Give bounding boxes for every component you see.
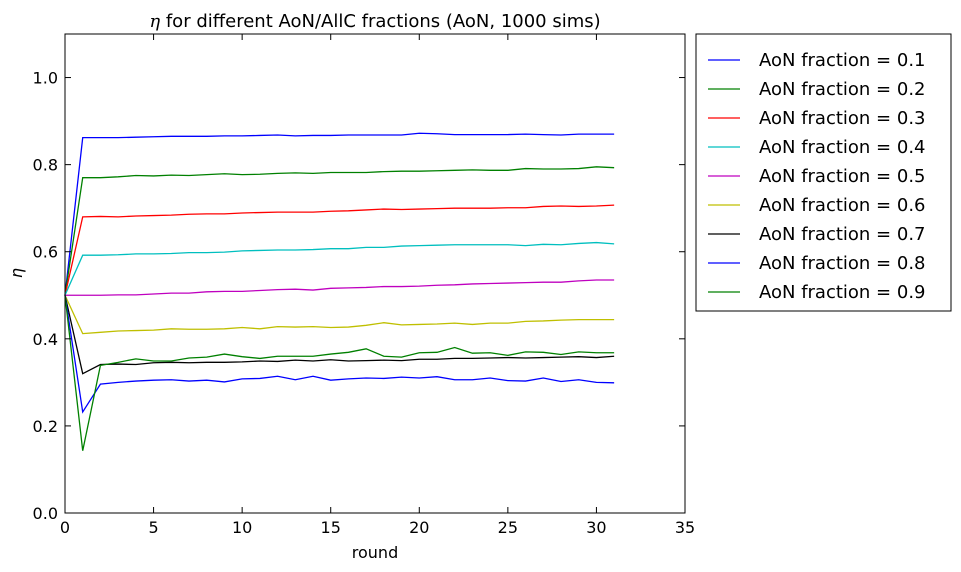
legend-label-3: AoN fraction = 0.3 (759, 108, 926, 129)
y-tick-label: 0.4 (33, 330, 58, 349)
legend-label-1: AoN fraction = 0.1 (759, 50, 926, 71)
legend-label-5: AoN fraction = 0.5 (759, 166, 926, 187)
y-axis-ticks: 0.0 0.2 0.4 0.6 0.8 1.0 (33, 69, 685, 523)
series-line-1 (64, 132, 615, 296)
chart-title-symbol: η (149, 11, 160, 32)
series-line-7 (64, 295, 615, 375)
series-line-4 (64, 241, 615, 296)
legend-label-6: AoN fraction = 0.6 (759, 195, 926, 216)
x-tick-label: 5 (148, 518, 158, 537)
legend-label-9: AoN fraction = 0.9 (759, 282, 926, 303)
plot-lines (64, 132, 615, 451)
x-tick-label: 25 (498, 518, 518, 537)
y-tick-label: 0.8 (33, 156, 58, 175)
y-tick-label: 0.6 (33, 243, 58, 262)
legend: AoN fraction = 0.1 AoN fraction = 0.2 AoN … (695, 33, 952, 312)
x-tick-label: 0 (60, 518, 70, 537)
series-line-6 (64, 294, 615, 335)
series-line-9 (64, 295, 615, 451)
x-tick-label: 10 (232, 518, 252, 537)
x-tick-label: 15 (321, 518, 341, 537)
legend-items: AoN fraction = 0.1 AoN fraction = 0.2 AoN … (708, 50, 926, 303)
x-axis-ticks: 0 5 10 15 20 25 30 35 (60, 34, 695, 537)
chart-title-text: for different AoN/AllC fractions (AoN, 1… (160, 11, 601, 32)
legend-label-4: AoN fraction = 0.4 (759, 137, 926, 158)
y-tick-label: 0.0 (33, 504, 58, 523)
x-tick-label: 30 (586, 518, 606, 537)
series-line-2 (64, 166, 615, 296)
x-tick-label: 20 (409, 518, 429, 537)
x-axis-label: round (352, 543, 398, 562)
legend-label-7: AoN fraction = 0.7 (759, 224, 926, 245)
y-axis-label: η (7, 268, 26, 278)
y-tick-label: 0.2 (33, 417, 58, 436)
legend-label-8: AoN fraction = 0.8 (759, 253, 926, 274)
series-line-8 (64, 295, 615, 414)
series-line-3 (64, 204, 615, 296)
x-tick-label: 35 (675, 518, 695, 537)
series-line-5 (65, 279, 615, 296)
y-tick-label: 1.0 (33, 69, 58, 88)
plot-frame (64, 33, 686, 514)
legend-label-2: AoN fraction = 0.2 (759, 79, 926, 100)
legend-frame (695, 33, 952, 312)
chart-title: η for different AoN/AllC fractions (AoN,… (149, 11, 600, 32)
